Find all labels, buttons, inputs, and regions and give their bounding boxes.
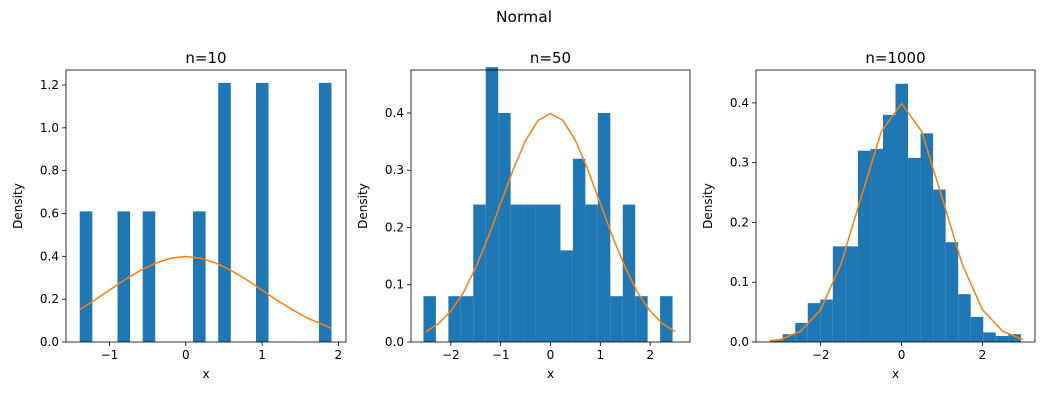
density-curve (425, 112, 676, 333)
x-tick-label: −1 (101, 348, 119, 362)
y-tick-label: 0.4 (40, 249, 59, 263)
y-axis-label: Density (11, 183, 25, 229)
histogram-bar (448, 296, 461, 342)
chart-panel: −2 −1 0 1 2 0.0 0.1 0.2 0.3 0.4 n=50 x Density (356, 49, 691, 381)
chart-title: n=1000 (865, 49, 925, 67)
histogram-bar (920, 133, 934, 342)
y-tick-label: 0.3 (385, 163, 404, 177)
histogram-bar (970, 316, 984, 342)
histogram-bar (498, 112, 511, 343)
chart-title: n=10 (185, 49, 226, 67)
histogram-bar (933, 189, 946, 342)
y-tick-label: 0.1 (385, 278, 404, 292)
density-curve (770, 102, 1024, 342)
x-tick-label: 0 (182, 348, 190, 362)
chart-panel: −1 0 1 2 0.0 0.2 0.4 0.6 0.8 1.0 1.2 n=10 x Density (11, 49, 347, 381)
density-curve (79, 255, 332, 329)
chart-panel: −2 0 2 0.0 0.1 0.2 0.3 0.4 n=1000 x Density (701, 49, 1036, 381)
histogram-bar (782, 334, 796, 342)
y-tick-label: 0.0 (40, 335, 59, 349)
x-tick-label: −2 (812, 348, 830, 362)
histogram-bar (945, 242, 959, 342)
x-axis-label: x (547, 367, 554, 381)
figure-suptitle: Normal (496, 8, 552, 26)
x-tick-label: 2 (979, 348, 987, 362)
histogram-bar (117, 211, 131, 342)
y-axis-label: Density (701, 183, 715, 229)
histogram-bar (995, 336, 1009, 342)
histogram-bar (585, 204, 598, 342)
histogram-bar (635, 296, 648, 342)
histogram-bar (460, 296, 474, 342)
histogram-bar (535, 204, 549, 342)
y-tick-label: 0.4 (730, 96, 749, 110)
x-axis-label: x (892, 367, 899, 381)
histogram-bar (1008, 334, 1021, 342)
y-tick-label: 0.2 (40, 292, 59, 306)
histogram-bar (857, 150, 871, 342)
histogram-bar (318, 82, 332, 342)
y-tick-label: 0.8 (40, 164, 59, 178)
x-tick-label: −1 (492, 348, 510, 362)
y-tick-label: 0.3 (730, 156, 749, 170)
y-tick-label: 0.6 (40, 206, 59, 220)
histogram-bar (908, 157, 921, 342)
histogram-bar (622, 204, 636, 342)
y-tick-label: 0.2 (730, 215, 749, 229)
histogram-bar (79, 211, 93, 342)
x-tick-label: 1 (258, 348, 266, 362)
histogram-bar (255, 82, 269, 342)
x-tick-label: 1 (597, 348, 605, 362)
histogram-bar (895, 83, 909, 342)
histogram-bar (958, 294, 971, 342)
histogram-bar (523, 204, 536, 342)
x-tick-label: 0 (898, 348, 906, 362)
histogram-bar (820, 299, 833, 342)
chart-title: n=50 (530, 49, 571, 67)
histogram-bar (983, 332, 996, 342)
x-tick-label: 0 (547, 348, 555, 362)
histogram-bar (832, 246, 846, 342)
axes-frame (755, 69, 1036, 343)
y-tick-label: 0.1 (730, 275, 749, 289)
x-tick-label: −2 (442, 348, 460, 362)
histogram-bar (142, 211, 156, 342)
histogram-bar (770, 340, 783, 342)
histogram-bar (423, 296, 436, 342)
y-axis-label: Density (356, 183, 370, 229)
histogram-bar (870, 148, 883, 342)
y-tick-label: 1.0 (40, 121, 59, 135)
histogram-bar (660, 296, 673, 342)
y-tick-label: 0.0 (385, 335, 404, 349)
histogram-bar (572, 158, 586, 342)
histogram-bar (473, 204, 486, 342)
histogram-bar (548, 204, 561, 342)
histogram-bar (882, 114, 896, 342)
y-tick-label: 0.2 (385, 220, 404, 234)
histogram-bar (510, 204, 524, 342)
histogram-bar (610, 296, 623, 342)
histogram-bar (597, 112, 611, 343)
histogram-bar (845, 246, 858, 342)
axes-frame (65, 69, 347, 343)
y-tick-label: 0.4 (385, 106, 404, 120)
x-tick-label: 2 (646, 348, 654, 362)
histogram-bar (485, 67, 499, 342)
histogram-bar (193, 211, 206, 342)
y-tick-label: 0.0 (730, 335, 749, 349)
x-tick-label: 2 (335, 348, 343, 362)
histogram-bar (560, 250, 573, 342)
y-tick-label: 1.2 (40, 78, 59, 92)
histogram-bar (218, 82, 231, 342)
x-axis-label: x (202, 367, 209, 381)
